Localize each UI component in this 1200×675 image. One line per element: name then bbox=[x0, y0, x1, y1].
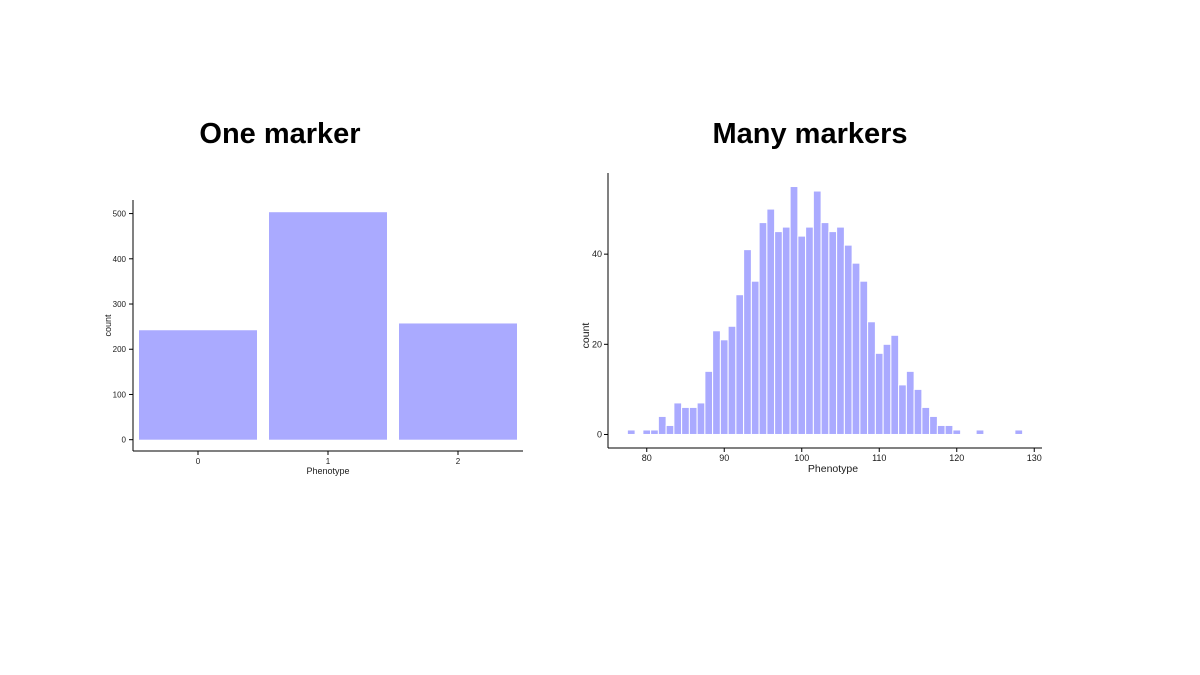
histogram-bar bbox=[1014, 429, 1024, 435]
histogram-bar bbox=[905, 370, 915, 435]
histogram-bar bbox=[882, 343, 892, 435]
histogram-bar bbox=[789, 186, 799, 435]
histogram-bar bbox=[828, 231, 838, 435]
x-axis-label: Phenotype bbox=[808, 463, 858, 475]
right-chart-title: Many markers bbox=[712, 118, 908, 150]
y-tick-label: 0 bbox=[597, 429, 602, 439]
histogram-bar bbox=[712, 330, 721, 435]
many-markers-histogram: 0 20 40 80 90 100 110 120 130 Phenotype count bbox=[580, 173, 1042, 475]
y-tick-label: 200 bbox=[113, 345, 127, 354]
one-marker-bar-chart: 0 100 200 300 400 500 0 1 2 Phenotype count bbox=[103, 200, 523, 476]
x-tick-label: 130 bbox=[1027, 453, 1042, 463]
histogram-bar bbox=[766, 208, 776, 435]
y-tick-label: 100 bbox=[113, 390, 127, 399]
y-tick-label: 20 bbox=[592, 339, 602, 349]
x-axis-label: Phenotype bbox=[306, 466, 349, 476]
histogram-bar bbox=[913, 388, 923, 435]
histogram-bar bbox=[727, 325, 737, 435]
histogram-bar bbox=[781, 226, 791, 435]
histogram-bar bbox=[743, 249, 752, 435]
y-tick-label: 500 bbox=[113, 210, 127, 219]
histogram-bar bbox=[719, 339, 729, 435]
y-tick-label: 40 bbox=[592, 249, 602, 259]
x-tick-label: 1 bbox=[326, 457, 331, 466]
histogram-bar bbox=[867, 321, 876, 435]
x-tick-label: 2 bbox=[456, 457, 461, 466]
x-tick-label: 90 bbox=[719, 453, 729, 463]
y-tick-label: 300 bbox=[113, 300, 127, 309]
left-chart-title: One marker bbox=[199, 118, 361, 150]
x-tick-label: 110 bbox=[872, 453, 886, 463]
histogram-bar bbox=[874, 352, 884, 435]
histogram-bar bbox=[758, 222, 768, 435]
histogram-bar bbox=[696, 402, 706, 435]
histogram-bar bbox=[642, 429, 652, 435]
histogram-bar bbox=[944, 424, 954, 435]
histogram-bar bbox=[820, 222, 830, 435]
histogram-bar bbox=[797, 235, 807, 435]
histogram-bar bbox=[735, 294, 745, 435]
y-tick-label: 0 bbox=[122, 436, 127, 445]
histogram-bar bbox=[843, 244, 853, 435]
bar-1 bbox=[269, 212, 387, 440]
histogram-bar bbox=[774, 231, 783, 435]
y-axis-label: count bbox=[103, 314, 113, 337]
histogram-bar bbox=[836, 226, 845, 435]
x-tick-label: 100 bbox=[794, 453, 809, 463]
histogram-bar bbox=[936, 424, 946, 435]
histogram-bar bbox=[952, 429, 962, 435]
bar-2 bbox=[399, 323, 517, 440]
histogram-bar bbox=[688, 406, 698, 435]
histogram-bar bbox=[921, 406, 931, 435]
histogram-bar bbox=[626, 429, 636, 435]
histogram-bar bbox=[898, 384, 907, 435]
histogram-bar bbox=[929, 415, 938, 435]
x-tick-label: 120 bbox=[949, 453, 964, 463]
histogram-bar bbox=[750, 280, 760, 435]
histogram-bar bbox=[851, 262, 861, 435]
histogram-bar bbox=[704, 370, 714, 435]
x-tick-label: 0 bbox=[196, 457, 201, 466]
histogram-bar bbox=[890, 334, 900, 435]
histogram-bar bbox=[665, 424, 675, 435]
x-tick-label: 80 bbox=[642, 453, 652, 463]
histogram-bar bbox=[812, 190, 822, 435]
y-tick-label: 400 bbox=[113, 255, 127, 264]
histogram-bar bbox=[859, 280, 869, 435]
histogram-bar bbox=[650, 429, 659, 435]
histogram-bar bbox=[975, 429, 985, 435]
histogram-bar bbox=[681, 406, 690, 435]
bar-0 bbox=[139, 330, 257, 440]
histogram-bar bbox=[657, 415, 667, 435]
histogram-bar bbox=[673, 402, 683, 435]
histogram-bar bbox=[805, 226, 814, 435]
y-axis-label: count bbox=[580, 323, 592, 349]
